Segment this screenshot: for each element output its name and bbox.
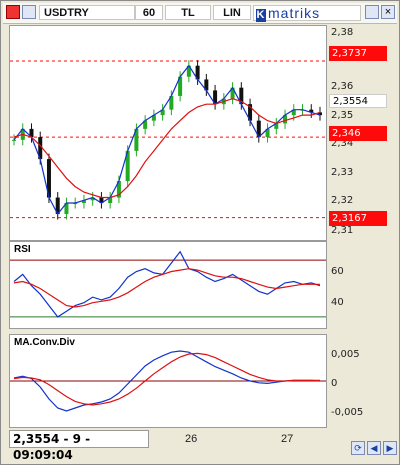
candle-body — [265, 128, 270, 138]
candle-body — [134, 128, 139, 151]
candle-body — [116, 181, 121, 198]
candle-body — [38, 137, 43, 160]
macd-axis: 0,005 0 -0,005 — [327, 334, 389, 428]
price-axis: 2,38 2,36 2,35 2,34 2,33 2,32 2,31 2,373… — [327, 25, 389, 241]
candle-body — [46, 159, 51, 198]
price-tick: 2,32 — [331, 195, 354, 206]
candle-body — [81, 200, 86, 204]
time-scrollbar[interactable] — [11, 449, 327, 459]
scroll-right-icon[interactable]: ▶ — [383, 441, 397, 455]
candle-body — [64, 203, 69, 215]
price-tick: 2,33 — [331, 167, 354, 178]
candle-body — [274, 123, 279, 129]
price-tick: 2,35 — [331, 110, 354, 121]
candle-body — [12, 139, 16, 141]
price-tick: 2,31 — [331, 225, 354, 236]
candle-body — [309, 109, 314, 113]
candle-body — [195, 65, 200, 80]
price-tick: 2,34 — [331, 138, 354, 149]
support-level-label: 2,346 — [329, 126, 387, 141]
refresh-icon[interactable]: ⟳ — [351, 441, 365, 455]
brand-mark: K — [256, 9, 266, 22]
currency-field[interactable]: TL — [165, 5, 211, 20]
candle-body — [248, 104, 253, 121]
candle-body — [283, 115, 288, 124]
series-line-primary — [13, 350, 321, 412]
candle-body — [318, 112, 322, 116]
series-line-primary — [13, 64, 321, 216]
x-axis-label: 27 — [281, 433, 294, 445]
resistance-level-label: 2,3737 — [329, 46, 387, 61]
rsi-axis: 60 40 — [327, 241, 389, 329]
rsi-chart — [10, 250, 326, 318]
candle-body — [160, 109, 165, 116]
candle-body — [90, 197, 95, 201]
candle-body — [213, 90, 218, 105]
series-line-signal — [13, 98, 321, 199]
crosshair-readout: 2,3554 - 9 - 09:09:04 — [9, 430, 149, 462]
candle-body — [186, 65, 191, 77]
series-line-signal — [13, 352, 320, 406]
series-line-primary — [13, 250, 321, 318]
close-icon[interactable]: × — [381, 5, 395, 19]
price-tick: 2,36 — [331, 81, 354, 92]
candle-body — [204, 79, 209, 91]
candle-body — [99, 197, 104, 204]
macd-tick: -0,005 — [331, 407, 364, 418]
rsi-title: RSI — [14, 244, 31, 255]
candle-body — [169, 95, 174, 110]
current-price-label: 2,3554 — [329, 94, 387, 108]
rsi-tick: 60 — [331, 266, 344, 277]
scale-field[interactable]: LIN — [213, 5, 251, 20]
candle-body — [291, 109, 296, 116]
candle-body — [230, 87, 235, 99]
rsi-tick: 40 — [331, 297, 344, 308]
candle-body — [125, 150, 130, 182]
candle-body — [108, 197, 113, 204]
candle-body — [29, 128, 34, 138]
brand-text: matriks — [268, 5, 321, 21]
macd-title: MA.Conv.Div — [14, 337, 75, 348]
settings-icon[interactable] — [365, 5, 379, 19]
macd-chart — [10, 350, 326, 412]
candle-body — [178, 76, 183, 96]
rsi-pane[interactable]: RSI — [9, 241, 327, 329]
series-line-signal — [13, 268, 320, 308]
period-field[interactable]: 60 — [135, 5, 163, 20]
candle-body — [256, 120, 261, 138]
price-tick: 2,38 — [331, 27, 354, 38]
x-axis-label: 26 — [185, 433, 198, 445]
macd-tick: 0 — [331, 378, 338, 389]
scroll-left-icon[interactable]: ◀ — [367, 441, 381, 455]
menu-icon[interactable] — [6, 5, 20, 19]
chart-type-icon[interactable] — [22, 5, 36, 19]
candle-body — [151, 115, 156, 121]
candle-body — [55, 197, 60, 215]
price-chart — [10, 60, 326, 220]
price-pane[interactable] — [9, 25, 327, 241]
support-level-label-2: 2,3167 — [329, 211, 387, 226]
macd-pane[interactable]: MA.Conv.Div — [9, 334, 327, 428]
candle-body — [239, 87, 244, 105]
symbol-field[interactable]: USDTRY — [39, 5, 135, 20]
candle-body — [143, 120, 148, 129]
macd-tick: 0,005 — [331, 349, 360, 360]
